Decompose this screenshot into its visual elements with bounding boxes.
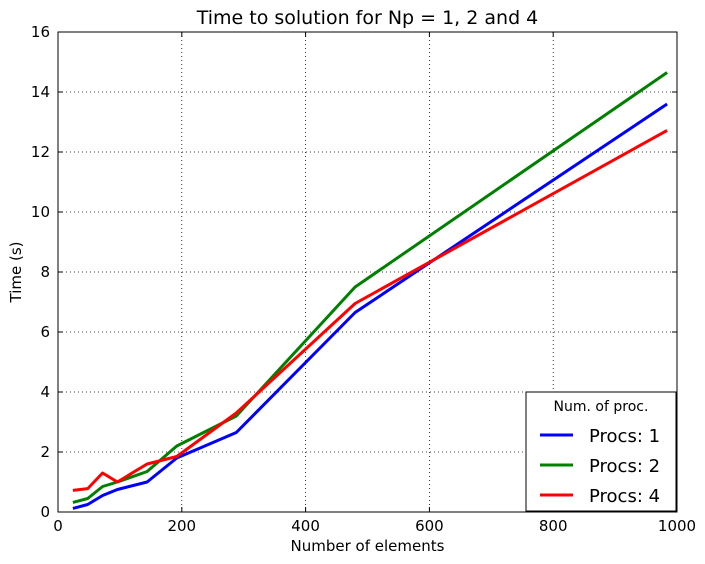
x-tick-label: 1000: [658, 517, 696, 535]
x-tick-label: 600: [415, 517, 444, 535]
x-tick-label: 0: [53, 517, 63, 535]
y-axis-title: Time (s): [7, 242, 25, 304]
legend-label-2: Procs: 2: [589, 456, 660, 477]
legend-label-1: Procs: 1: [589, 426, 660, 447]
grid-lines: [58, 32, 677, 512]
y-tick-label: 2: [40, 443, 50, 461]
x-tick-label: 200: [167, 517, 196, 535]
y-tick-label: 4: [40, 383, 50, 401]
x-axis-title: Number of elements: [291, 537, 445, 555]
y-tick-label: 14: [31, 83, 50, 101]
y-tick-label: 12: [31, 143, 50, 161]
legend-label-3: Procs: 4: [589, 486, 660, 507]
legend: Num. of proc. Procs: 1 Procs: 2 Procs: 4: [525, 391, 677, 512]
y-tick-label: 0: [40, 503, 50, 521]
series-lines: [72, 71, 668, 510]
series-line-3: [72, 129, 668, 492]
y-tick-label: 10: [31, 203, 50, 221]
chart-title: Time to solution for Np = 1, 2 and 4: [196, 7, 539, 29]
y-tick-label: 8: [40, 263, 50, 281]
series-line-1: [72, 102, 668, 510]
y-tick-label: 6: [40, 323, 50, 341]
axis-ticks: 0 200 400 600 800 1000 0 2 4 6 8 10 12 14 16: [31, 23, 696, 535]
legend-title: Num. of proc.: [554, 399, 649, 415]
x-tick-label: 800: [539, 517, 568, 535]
y-tick-label: 16: [31, 23, 50, 41]
series-line-2: [72, 71, 668, 504]
legend-box: [525, 391, 677, 512]
legend-entries: Procs: 1 Procs: 2 Procs: 4: [540, 426, 660, 507]
x-tick-label: 400: [291, 517, 320, 535]
